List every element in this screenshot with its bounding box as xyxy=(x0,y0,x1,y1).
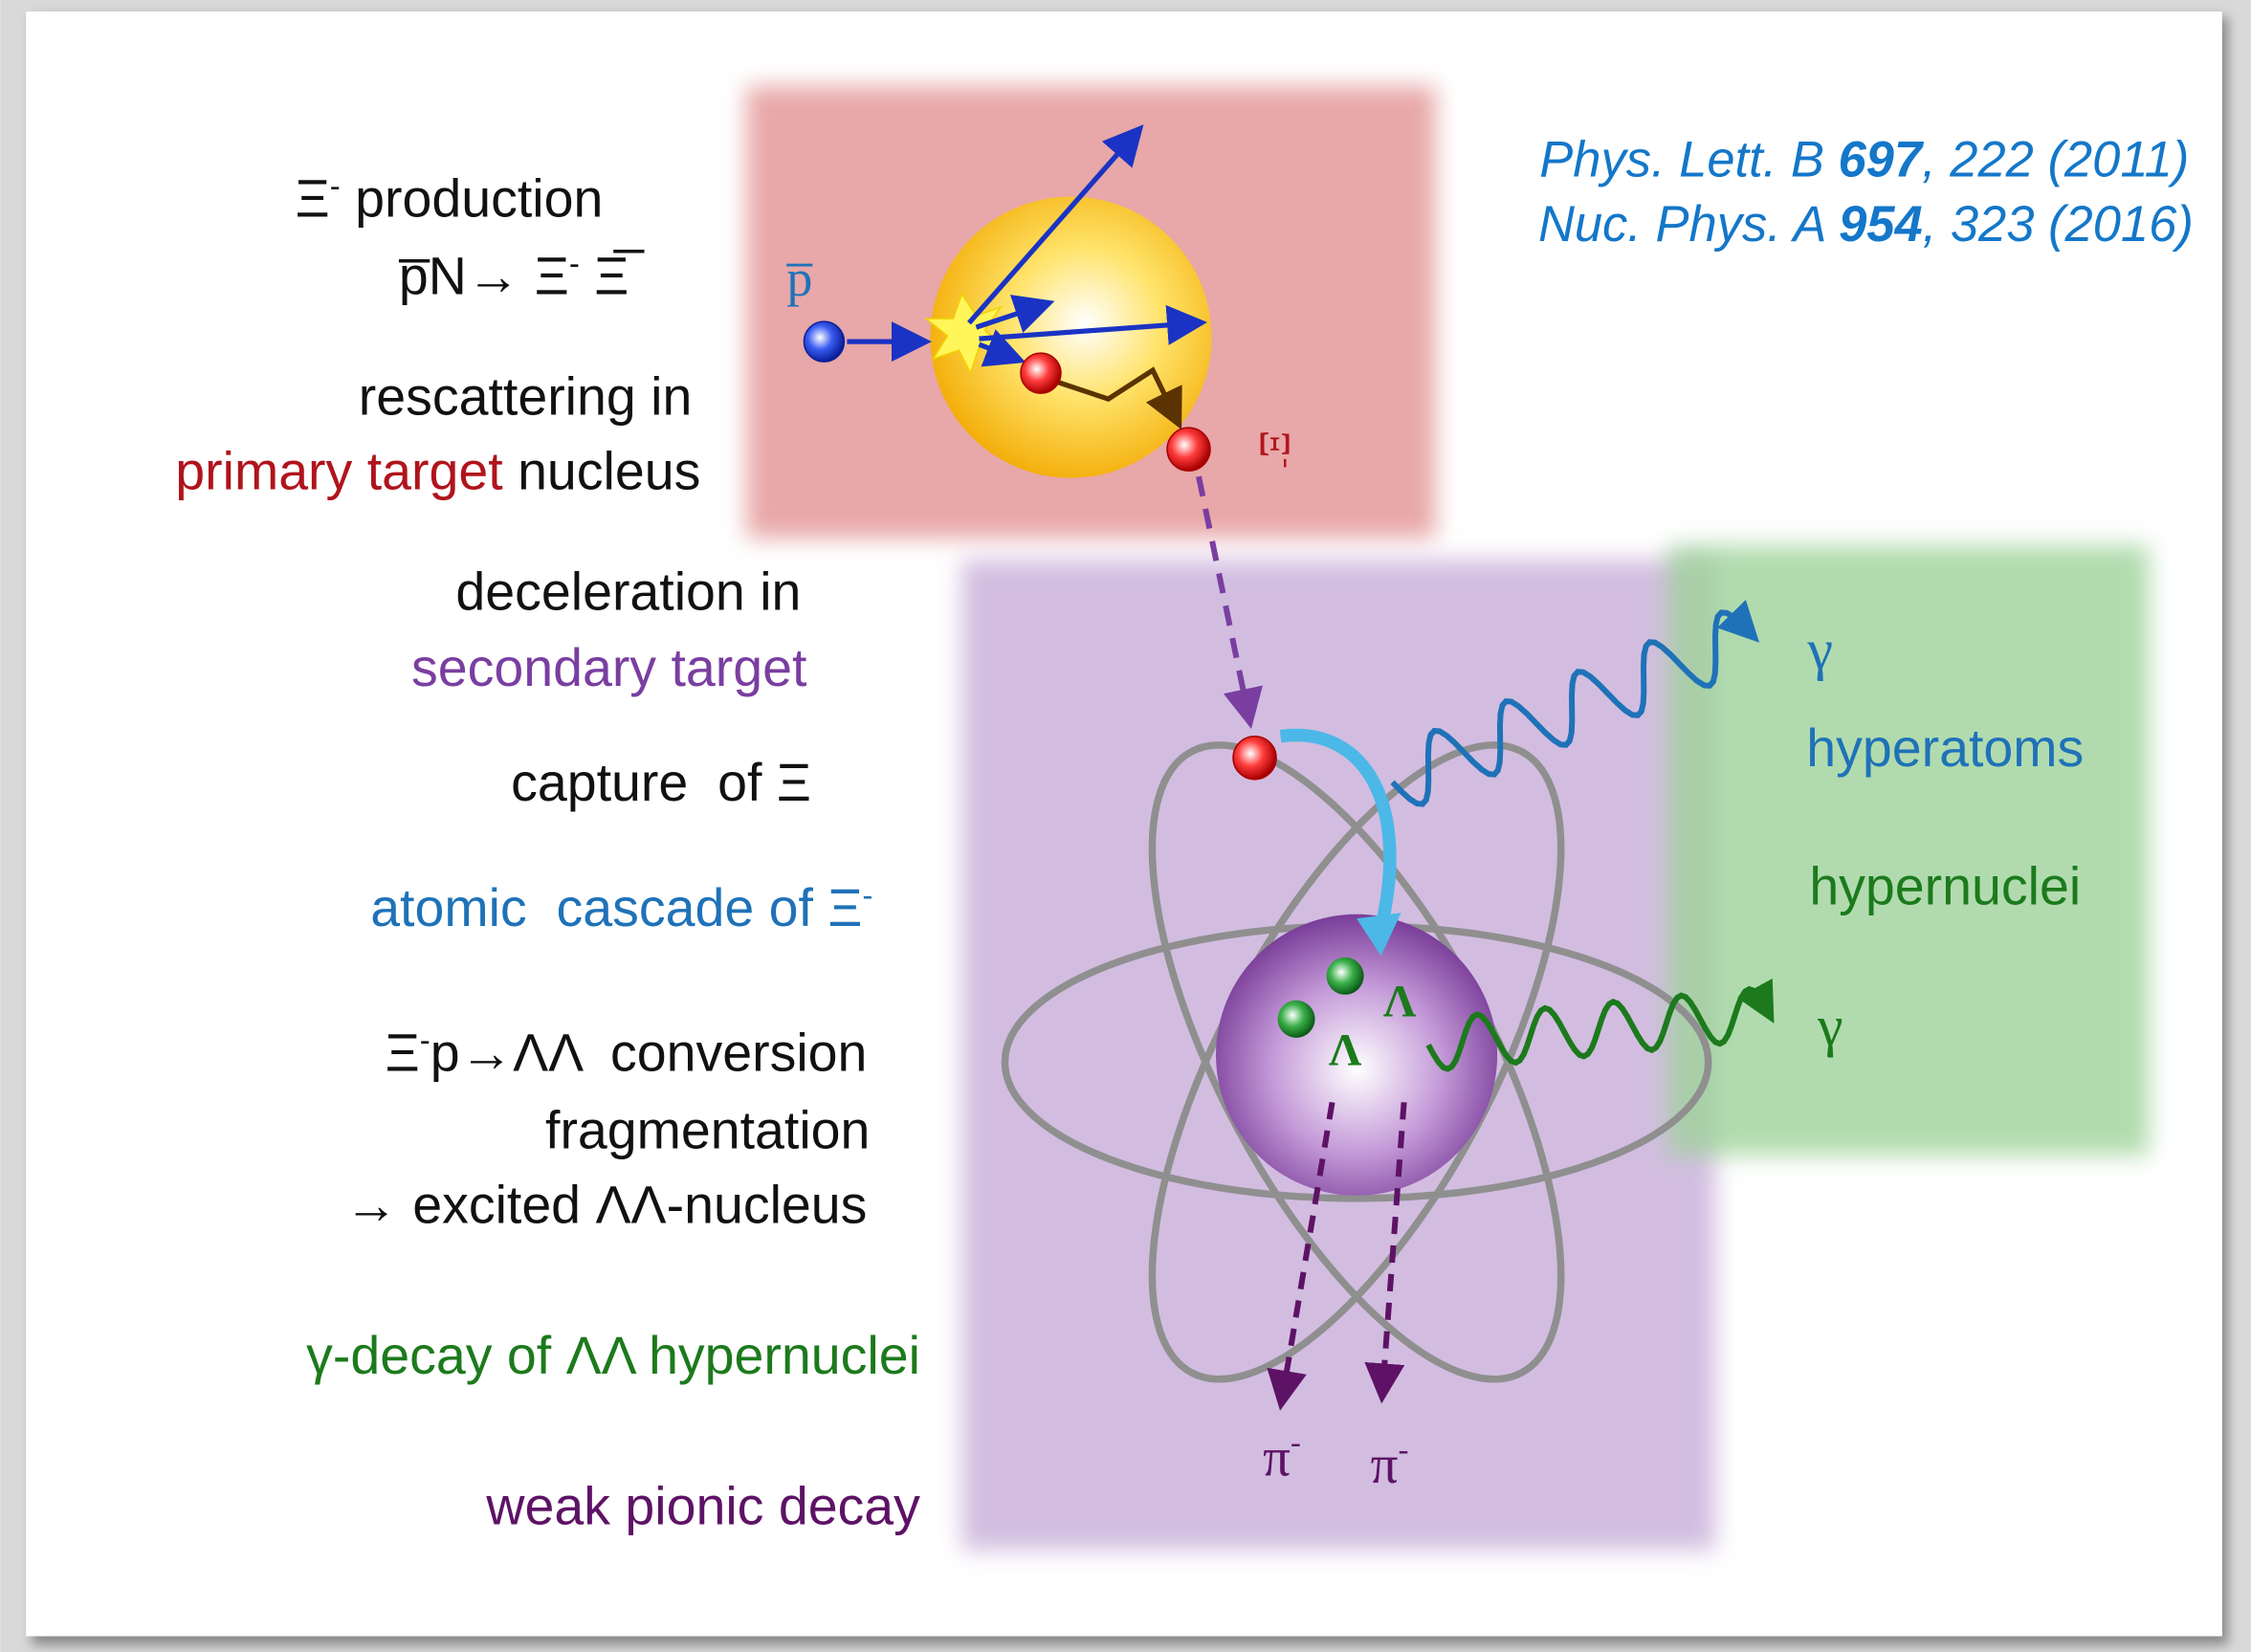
antiproton xyxy=(803,320,846,363)
step-text: rescattering in xyxy=(359,367,693,427)
step-text: primary target nucleus xyxy=(175,442,700,501)
xi-particle xyxy=(1166,427,1211,472)
label: hyperatoms xyxy=(1806,718,2084,778)
step-text: atomic cascade of Ξ- xyxy=(370,877,872,937)
cascade-arrow xyxy=(1279,728,1397,942)
gamma-wave xyxy=(1425,978,1775,1072)
secondary-nucleus xyxy=(1216,914,1498,1196)
step-text: fragmentation xyxy=(545,1100,870,1159)
step-text: p̅N→ Ξ- Ξ̅ xyxy=(398,246,645,306)
xi-particle xyxy=(1020,352,1062,394)
label: Λ xyxy=(1329,1024,1362,1075)
primary-nucleus xyxy=(930,196,1212,478)
label: p̅ xyxy=(786,250,813,307)
lambda xyxy=(1326,957,1364,995)
reference: Nuc. Phys. A 954, 323 (2016) xyxy=(1538,196,2194,253)
lambda xyxy=(1277,1000,1315,1038)
pion-arrow xyxy=(1267,1101,1335,1411)
label: Λ xyxy=(1383,976,1417,1026)
collision-star xyxy=(923,292,1007,376)
step-text: deceleration in xyxy=(455,562,801,622)
step-text: → excited ΛΛ-nucleus xyxy=(344,1175,867,1234)
label: γ xyxy=(1817,994,1843,1057)
step-text: weak pionic decay xyxy=(485,1476,920,1535)
detector-box xyxy=(1667,545,2150,1156)
step-text: γ-decay of ΛΛ hypernuclei xyxy=(306,1326,920,1385)
step-text: Ξ- production xyxy=(296,168,604,229)
step-text: capture of Ξ xyxy=(511,753,811,812)
transfer-arrow xyxy=(1196,475,1263,729)
step-text: Ξ-p→ΛΛ conversion xyxy=(386,1022,868,1082)
pion-arrow xyxy=(1364,1102,1407,1404)
label: hypernuclei xyxy=(1809,856,2081,915)
label: γ xyxy=(1806,618,1833,681)
cascade-arrow-head xyxy=(1357,913,1401,957)
gamma-wave xyxy=(1390,600,1760,807)
label: π- xyxy=(1263,1425,1301,1487)
xi-captured xyxy=(1232,735,1277,781)
label: Ξ- xyxy=(1251,430,1305,469)
label: π- xyxy=(1371,1433,1409,1495)
outgoing-arrows xyxy=(847,124,1207,367)
rescatter-path xyxy=(1055,366,1182,430)
step-text: secondary target xyxy=(411,638,807,697)
reference: Phys. Lett. B 697, 222 (2011) xyxy=(1539,132,2189,188)
